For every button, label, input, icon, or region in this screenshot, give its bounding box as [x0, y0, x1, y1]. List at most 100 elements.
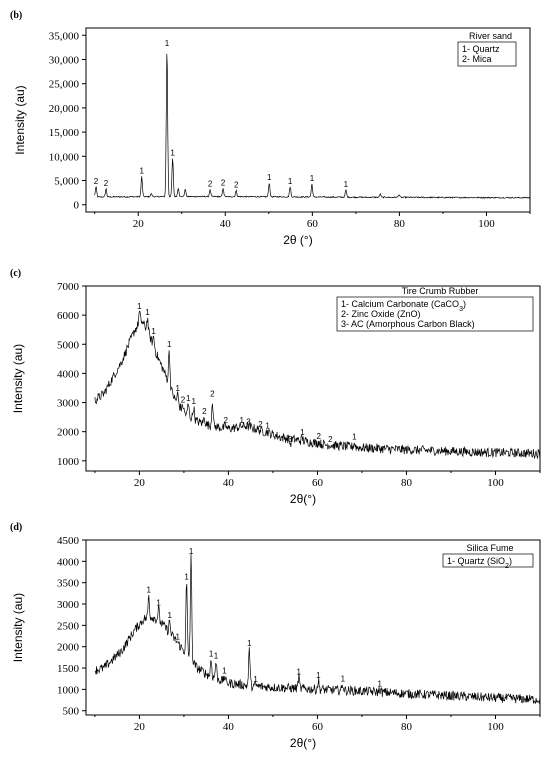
peak-label: 1 [316, 671, 321, 680]
x-tick-label: 80 [401, 721, 413, 733]
legend-title: Silica Fume [466, 543, 513, 553]
peak-label: 1 [184, 573, 189, 582]
xrd-trace [94, 53, 531, 199]
x-tick-label: 40 [223, 477, 235, 489]
peak-label: 1 [341, 674, 346, 683]
y-tick-label: 1000 [57, 456, 80, 468]
legend-entry: 2- Zinc Oxide (ZnO) [341, 309, 421, 319]
y-tick-label: 1000 [57, 684, 80, 696]
legend-entry: 1- Quartz (SiO2) [447, 556, 512, 570]
peak-label: 1 [253, 675, 258, 684]
peak-label: 3 [246, 417, 251, 426]
y-axis-label: Intensity (au) [11, 593, 25, 662]
peak-label: 1 [222, 667, 227, 676]
y-tick-label: 15,000 [49, 127, 80, 139]
x-tick-label: 100 [487, 477, 504, 489]
y-tick-label: 2000 [57, 642, 80, 654]
plot-frame [85, 27, 531, 213]
peak-label: 2 [221, 178, 226, 187]
peak-label: 2 [208, 180, 213, 189]
peak-label: 1 [240, 416, 245, 425]
peak-label: 1 [310, 174, 315, 183]
peak-label: 2 [210, 390, 215, 399]
y-tick-label: 500 [63, 706, 80, 718]
peak-label: 2 [258, 420, 263, 429]
peak-label: 2 [104, 179, 109, 188]
y-tick-label: 10,000 [49, 151, 80, 163]
peak-label: 1 [147, 585, 152, 594]
x-axis-label: 2θ (°) [283, 233, 312, 247]
legend-box [442, 553, 534, 568]
peak-label: 1 [139, 167, 144, 176]
legend-entry: 1- Calcium Carbonate (CaCO3) [341, 299, 466, 313]
x-tick-label: 20 [134, 721, 146, 733]
peak-label: 1 [165, 39, 170, 48]
y-tick-label: 30,000 [49, 54, 80, 66]
legend-entry: 1- Quartz [462, 44, 500, 54]
y-tick-label: 35,000 [49, 30, 80, 42]
peak-label: 1 [300, 428, 305, 437]
legend-box [336, 296, 534, 332]
peak-label: 1 [209, 650, 214, 659]
peak-label: 2 [328, 435, 333, 444]
y-tick-label: 4000 [57, 556, 80, 568]
y-tick-label: 7000 [57, 281, 80, 293]
legend-box [457, 41, 517, 67]
peak-label: 2 [94, 177, 99, 186]
panel-2: (d) 20 40 60 80 100 500 1000 1500 2000 2500 3000 350… [10, 522, 541, 750]
x-tick-label: 60 [312, 721, 324, 733]
y-tick-label: 20,000 [49, 103, 80, 115]
peak-label: 3 [288, 435, 293, 444]
y-tick-label: 3500 [57, 578, 80, 590]
y-axis-label: Intensity (au) [11, 344, 25, 413]
y-tick-label: 4500 [57, 535, 80, 547]
y-tick-label: 1500 [57, 663, 80, 675]
peak-label: 1 [344, 180, 349, 189]
y-tick-label: 2500 [57, 620, 80, 632]
y-tick-label: 3000 [57, 599, 80, 611]
y-tick-label: 6000 [57, 310, 80, 322]
panel-0: (b) 20 40 60 80 100 0 5,000 10,000 15,000 20,000 25… [10, 10, 531, 247]
panel-label: (b) [10, 10, 22, 21]
panel-label: (c) [10, 268, 21, 279]
y-axis-label: Intensity (au) [13, 85, 27, 154]
peak-label: 1 [170, 149, 175, 158]
y-tick-label: 2000 [57, 427, 80, 439]
peak-label: 1 [167, 611, 172, 620]
y-tick-label: 5000 [57, 339, 80, 351]
legend-entry: 2- Mica [462, 54, 492, 64]
xrd-trace [94, 553, 541, 704]
legend-title: River sand [469, 31, 512, 41]
peak-label: 1 [186, 394, 191, 403]
x-tick-label: 60 [307, 218, 319, 230]
y-tick-label: 25,000 [49, 79, 80, 91]
peak-label: 2 [317, 432, 322, 441]
y-tick-label: 3000 [57, 398, 80, 410]
peak-label: 1 [247, 639, 252, 648]
legend-title: Tire Crumb Rubber [402, 286, 479, 296]
y-tick-label: 4000 [57, 368, 80, 380]
peak-label: 1 [378, 679, 383, 688]
x-tick-label: 20 [133, 218, 145, 230]
y-tick-label: 5,000 [54, 176, 79, 188]
peak-label: 1 [265, 422, 270, 431]
peak-label: 1 [175, 632, 180, 641]
x-tick-label: 80 [401, 477, 413, 489]
peak-label: 1 [352, 433, 357, 442]
x-tick-label: 20 [134, 477, 146, 489]
peak-label: 1 [151, 327, 156, 336]
peak-label: 2 [202, 407, 207, 416]
panel-1: (c) 20 40 60 80 100 1000 2000 3000 4000 5000 6000 70… [10, 268, 541, 506]
x-axis-label: 2θ(°) [290, 736, 316, 750]
peak-label: 1 [267, 173, 272, 182]
peak-label: 1 [137, 302, 142, 311]
y-tick-label: 0 [74, 200, 80, 212]
x-axis-label: 2θ(°) [290, 492, 316, 506]
x-tick-label: 60 [312, 477, 324, 489]
peak-label: 1 [189, 547, 194, 556]
peak-label: 1 [145, 308, 150, 317]
peak-label: 1 [175, 384, 180, 393]
x-tick-label: 80 [394, 218, 406, 230]
peak-label: 2 [181, 395, 186, 404]
